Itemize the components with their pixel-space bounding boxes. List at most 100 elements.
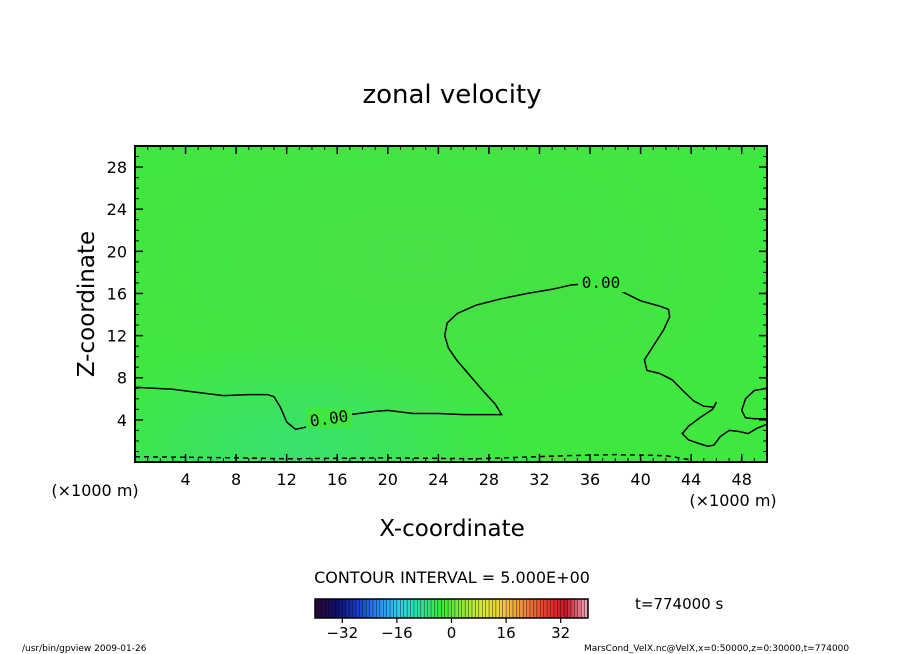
colorbar-cell [362,599,367,618]
time-label: t=774000 s [635,595,723,613]
colorbar-cell [417,599,422,618]
x-tick-label: 4 [180,470,190,489]
colorbar-cell [332,599,336,618]
colorbar-cell [376,599,381,618]
colorbar-cell [373,599,377,618]
colorbar-cell [413,599,418,618]
colorbar-tick-label: −32 [326,624,358,642]
colorbar-cell [560,599,565,618]
contour-line [740,387,768,420]
colorbar-cell [492,599,497,618]
y-axis-label: Z-coordinate [74,231,100,377]
colorbar-cell [390,599,394,618]
colorbar-cell [567,599,572,618]
colorbar-cell [427,599,432,618]
plot-area: 0.00 0.00 4 8 12 16 20 24 28 32 36 40 44 48 4812162… [107,145,768,489]
contour-interval-label: CONTOUR INTERVAL = 5.000E+00 [314,568,590,587]
colorbar-cell [454,599,459,618]
contour-label-bg [578,272,624,292]
colorbar-tick-label: 16 [497,624,516,642]
colorbar-ticks: −32 −16 0 16 32 [326,618,570,642]
colorbar-cell [519,599,524,618]
colorbar-cell [424,599,429,618]
colorbar-cell [328,599,333,618]
colorbar-cell [495,599,500,618]
colorbar-cell [461,599,466,618]
contour-labels: 0.00 0.00 [306,272,624,431]
colorbar-cell [584,599,589,618]
colorbar-cell [509,599,514,618]
x-tick-label: 48 [732,470,752,489]
colorbar-cell [338,599,343,618]
colorbar-cell [403,599,408,618]
colorbar-cell [369,599,374,618]
colorbar-cell [516,599,521,618]
colorbar-cell [366,599,371,618]
colorbar-cell [502,599,507,618]
y-tick-label: 8 [117,369,127,388]
colorbar-cell [570,599,575,618]
colorbar-cell [451,599,456,618]
colorbar-cell [506,599,511,618]
colorbar-cell [543,599,548,618]
colorbar-cell [437,599,442,618]
colorbar-cell [475,599,480,618]
colorbar-cell [523,599,528,618]
colorbar-cell [448,599,452,618]
x-tick-label: 20 [378,470,398,489]
footer-left: /usr/bin/gpview 2009-01-26 [22,644,147,654]
colorbar-cell [540,599,545,618]
colorbar-cell [581,599,586,618]
colorbar-cell [355,599,360,618]
colorbar-tick-label: 32 [551,624,570,642]
colorbar-cell [407,599,412,618]
colorbar-cell [410,599,415,618]
x-unit-label-left: (×1000 m) [51,481,138,500]
x-tick-label: 28 [479,470,499,489]
colorbar-cell [485,599,490,618]
colorbar-cell [468,599,473,618]
colorbar-cell [325,599,330,618]
y-tick-label: 24 [107,200,127,219]
footer-right: MarsCond_VelX.nc@VelX,x=0:50000,z=0:3000… [584,644,849,654]
colorbar-cell [434,599,439,618]
colorbar-cell [489,599,493,618]
x-axis: 4 8 12 16 20 24 28 32 36 40 44 48 [147,146,755,489]
x-tick-label: 32 [529,470,549,489]
contour-label-bg [306,408,352,428]
colorbar-cell [441,599,446,618]
colorbar-cell [335,599,340,618]
colorbar-cell [529,599,534,618]
y-tick-label: 20 [107,242,127,261]
colorbar-cell [345,599,350,618]
colorbar-cell [349,599,354,618]
colorbar-cell [533,599,538,618]
colorbar-cell [547,599,551,618]
colorbar [314,598,589,619]
colorbar-tick-label: 0 [447,624,457,642]
colorbar-cell [396,599,401,618]
colorbar-cell [564,599,569,618]
colorbar-cell [386,599,391,618]
field-shade-lower [135,146,767,462]
colorbar-cell [315,599,319,618]
x-tick-label: 8 [231,470,241,489]
colorbar-tick-label: −16 [381,624,413,642]
colorbar-cell [458,599,463,618]
contour-label: 0.00 [582,273,621,292]
y-axis: 4 8 12 16 20 24 28 [107,156,767,452]
colorbar-cell [577,599,582,618]
x-unit-label-right: (×1000 m) [689,491,776,510]
colorbar-cell [379,599,384,618]
y-tick-label: 12 [107,327,127,346]
x-axis-label: X-coordinate [379,516,525,542]
y-tick-label: 28 [107,158,127,177]
x-tick-label: 16 [327,470,347,489]
colorbar-cell [574,599,579,618]
y-tick-label: 16 [107,284,127,303]
colorbar-cell [352,599,357,618]
colorbar-cell [342,599,347,618]
colorbar-cell [478,599,483,618]
colorbar-cell [444,599,449,618]
x-tick-label: 24 [428,470,448,489]
